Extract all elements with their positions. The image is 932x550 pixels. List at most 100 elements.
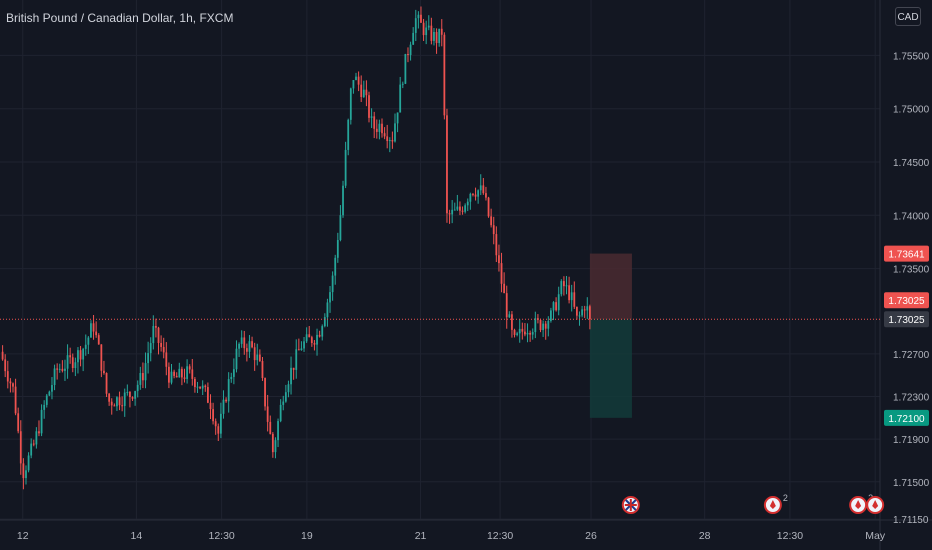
candle	[487, 196, 490, 218]
candle	[245, 343, 248, 362]
candle	[513, 328, 516, 338]
candle	[318, 330, 321, 338]
candle	[222, 390, 225, 419]
candle	[357, 71, 360, 92]
candle	[440, 19, 443, 47]
candle	[438, 28, 441, 47]
candle	[162, 337, 165, 359]
price-badge: 1.72100	[884, 409, 929, 426]
candle	[100, 344, 103, 378]
candle	[492, 216, 495, 245]
time-tick-label: May	[865, 530, 886, 542]
candle	[17, 407, 20, 434]
price-tick-label: 1.71150	[893, 515, 929, 526]
candle	[258, 349, 261, 363]
price-badge: 1.73025	[884, 292, 929, 309]
candle	[136, 380, 139, 398]
candle	[583, 305, 586, 318]
candle	[186, 359, 189, 384]
candle	[474, 187, 477, 201]
candle	[401, 81, 404, 89]
candle	[279, 399, 282, 423]
candle	[95, 321, 98, 338]
candle	[1, 345, 4, 361]
candle	[557, 286, 560, 316]
candle	[175, 372, 178, 378]
candle	[191, 358, 194, 386]
candle	[373, 111, 376, 139]
candle	[435, 28, 438, 54]
candle	[305, 327, 308, 344]
candle	[427, 15, 430, 31]
candle	[69, 347, 72, 364]
candle	[9, 378, 12, 393]
candle	[22, 458, 25, 490]
candle	[464, 203, 467, 214]
time-tick-label: 12:30	[208, 530, 234, 542]
canada-event-icon[interactable]: 2	[763, 493, 788, 514]
candle	[43, 400, 46, 419]
candle	[420, 6, 422, 23]
candle	[388, 137, 391, 153]
chart-title: British Pound / Canadian Dollar, 1h, FXC…	[6, 11, 234, 25]
candle	[297, 338, 300, 351]
price-axis[interactable]: 1.75500 1.75000 1.74500 1.74000 1.73500 1.727…	[893, 51, 930, 526]
canada-event-icon[interactable]	[866, 496, 885, 514]
candle	[477, 189, 480, 204]
candle	[129, 391, 131, 408]
candle	[544, 320, 547, 340]
candle	[116, 396, 118, 411]
candle	[292, 367, 295, 380]
candle	[204, 384, 207, 392]
stop-loss-zone[interactable]	[589, 253, 632, 320]
candle	[170, 363, 173, 385]
candle	[82, 347, 85, 372]
candle	[149, 337, 152, 362]
candle	[534, 311, 537, 339]
candle	[336, 232, 339, 263]
candle	[232, 358, 235, 385]
candle	[412, 27, 415, 45]
candle	[396, 112, 399, 133]
candle	[193, 377, 196, 393]
candle	[352, 80, 355, 94]
candle	[87, 336, 90, 355]
candle	[303, 337, 305, 352]
candle	[284, 384, 287, 403]
candle	[282, 395, 285, 411]
candle	[300, 341, 303, 351]
time-axis[interactable]: 12 14 12:30 19 21 12:30 26 28 12:30 May	[17, 530, 886, 542]
candle	[469, 192, 472, 210]
candle	[131, 396, 134, 401]
time-tick-label: 28	[699, 530, 711, 542]
candle	[365, 80, 368, 107]
candle	[212, 402, 214, 425]
price-tick-label: 1.73500	[893, 265, 930, 276]
currency-selector[interactable]: CAD	[895, 7, 921, 26]
candle	[508, 311, 511, 318]
candle	[287, 380, 290, 398]
economic-events: 2252	[621, 493, 885, 514]
candle	[381, 118, 383, 138]
candle	[355, 72, 357, 81]
candle	[575, 306, 578, 320]
time-tick-label: 12:30	[487, 530, 513, 542]
uk-flag-icon[interactable]	[621, 496, 640, 514]
time-tick-label: 26	[585, 530, 597, 542]
candle	[30, 438, 33, 459]
candle	[238, 342, 240, 357]
candle	[253, 342, 256, 371]
canada-event-icon[interactable]: 2	[849, 493, 873, 514]
candle	[563, 276, 565, 296]
candle	[121, 396, 124, 412]
take-profit-zone[interactable]	[589, 319, 632, 418]
candle	[456, 194, 459, 211]
candle	[266, 394, 269, 432]
candle	[368, 91, 370, 123]
candle	[310, 335, 313, 347]
candle	[209, 394, 212, 420]
candle	[178, 362, 181, 378]
candle	[256, 343, 259, 366]
candle	[581, 305, 583, 318]
